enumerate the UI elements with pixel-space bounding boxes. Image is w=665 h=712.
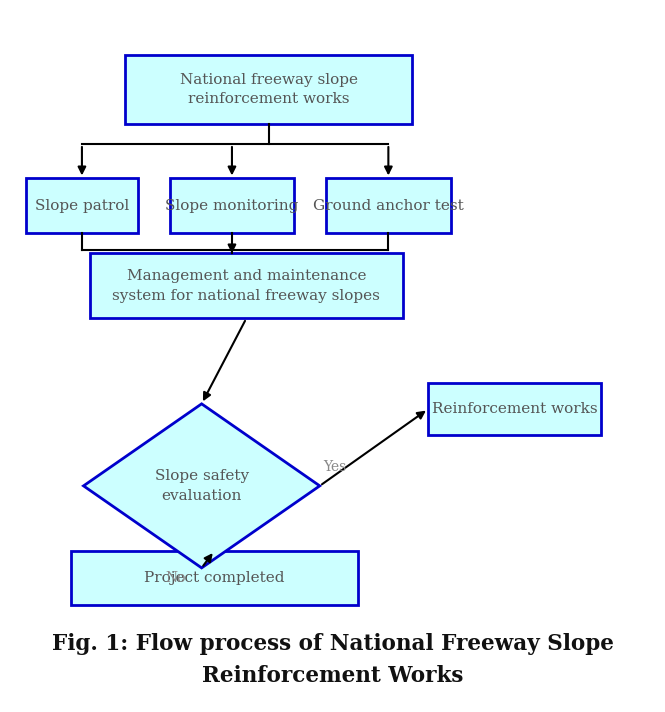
FancyBboxPatch shape: [26, 178, 138, 233]
Text: National freeway slope
reinforcement works: National freeway slope reinforcement wor…: [180, 73, 358, 106]
FancyBboxPatch shape: [70, 551, 358, 605]
FancyBboxPatch shape: [125, 56, 412, 124]
Text: Project completed: Project completed: [144, 571, 285, 585]
FancyBboxPatch shape: [326, 178, 451, 233]
Text: Yes: Yes: [323, 459, 346, 473]
Text: Reinforcement works: Reinforcement works: [432, 402, 597, 416]
Text: Management and maintenance
system for national freeway slopes: Management and maintenance system for na…: [112, 269, 380, 303]
Text: Ground anchor test: Ground anchor test: [313, 199, 464, 213]
Text: No: No: [165, 571, 186, 585]
FancyBboxPatch shape: [170, 178, 294, 233]
Text: Slope safety
evaluation: Slope safety evaluation: [154, 469, 249, 503]
FancyBboxPatch shape: [90, 253, 403, 318]
Text: Slope patrol: Slope patrol: [35, 199, 129, 213]
Text: Fig. 1: Flow process of National Freeway Slope
Reinforcement Works: Fig. 1: Flow process of National Freeway…: [52, 633, 613, 687]
FancyBboxPatch shape: [428, 383, 600, 434]
Text: Slope monitoring: Slope monitoring: [166, 199, 299, 213]
Polygon shape: [84, 404, 320, 568]
